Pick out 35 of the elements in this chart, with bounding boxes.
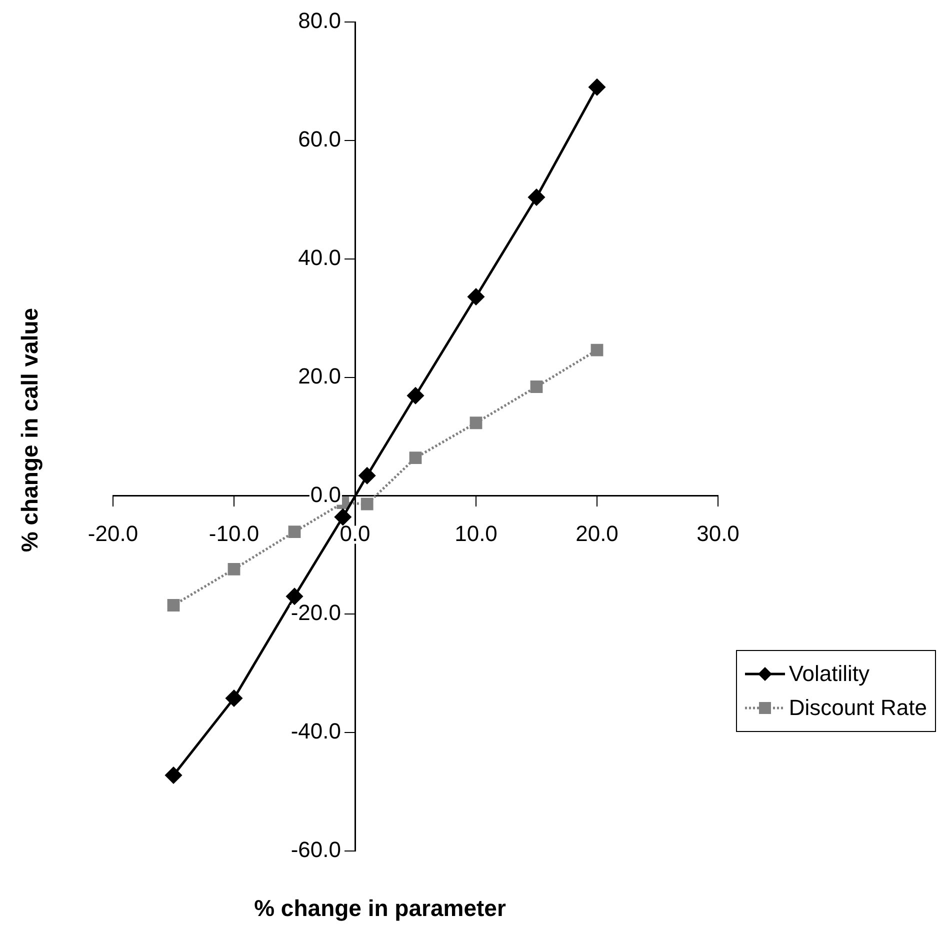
point xyxy=(226,690,242,706)
x-tick-label: -10.0 xyxy=(208,520,260,546)
point xyxy=(409,452,422,464)
y-axis-title: % change in call value xyxy=(16,308,44,552)
point xyxy=(360,498,374,510)
point xyxy=(528,189,545,206)
y-tick-label: 40.0 xyxy=(298,244,341,270)
x-axis-title: % change in parameter xyxy=(253,895,507,922)
point xyxy=(334,508,352,526)
y-tick-label: 60.0 xyxy=(298,126,341,152)
legend-label: Discount Rate xyxy=(788,695,927,721)
point xyxy=(407,387,424,404)
x-tick-label: 0.0 xyxy=(340,520,370,546)
y-tick-label: 80.0 xyxy=(298,8,341,34)
point xyxy=(588,78,606,96)
y-tick-label: -60.0 xyxy=(290,837,341,862)
point xyxy=(470,416,482,430)
y-tick-label: -20.0 xyxy=(290,600,341,626)
point xyxy=(358,467,376,484)
y-tick-label: 20.0 xyxy=(298,363,341,388)
point xyxy=(167,599,180,612)
x-tick-label: 20.0 xyxy=(576,520,618,546)
y-tick-label: -40.0 xyxy=(290,718,341,744)
point xyxy=(165,766,182,784)
point xyxy=(286,588,303,605)
point xyxy=(228,562,240,576)
point xyxy=(288,526,301,538)
y-tick-label: 0.0 xyxy=(310,482,341,507)
point xyxy=(530,380,543,393)
legend-label: Volatility xyxy=(788,661,870,687)
x-tick-label: 30.0 xyxy=(696,520,740,546)
point xyxy=(468,288,484,306)
x-tick-label: 10.0 xyxy=(454,520,498,546)
x-tick-label: -20.0 xyxy=(88,520,138,546)
point xyxy=(590,344,604,356)
